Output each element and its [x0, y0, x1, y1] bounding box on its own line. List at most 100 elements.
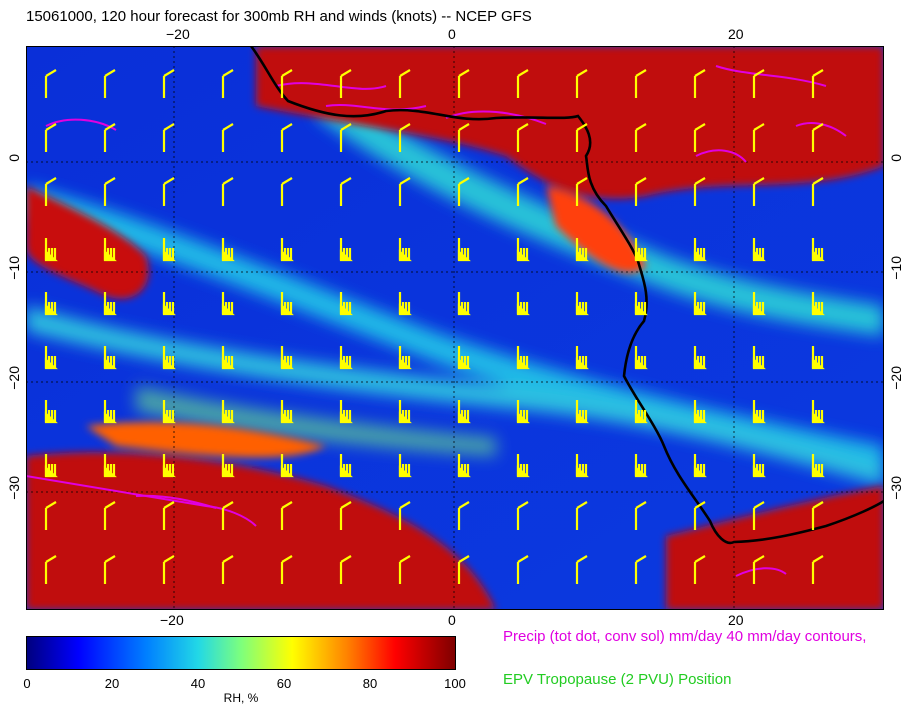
wind-barb-feather [812, 501, 824, 509]
wind-barb-feather [812, 69, 824, 77]
wind-barb-feather [399, 555, 411, 563]
wind-barb-feather [281, 555, 293, 563]
wind-barb-feather [517, 177, 529, 185]
wind-barb-feather [45, 177, 57, 185]
wind-barb-feather [635, 177, 647, 185]
wind-barb-feather [281, 123, 293, 131]
graticule [26, 46, 884, 610]
wind-barb-feather [222, 177, 234, 185]
wind-barb-feather [340, 123, 352, 131]
wind-barb-feather [281, 177, 293, 185]
wind-barb-feather [694, 501, 706, 509]
wind-barb-feather [340, 69, 352, 77]
wind-barb-feather [399, 177, 411, 185]
wind-barb-feather [104, 501, 116, 509]
wind-barb-feather [163, 555, 175, 563]
right-lat-tick-3: −20 [888, 366, 904, 390]
rh-moist-bands [26, 86, 884, 486]
colorbar-tick-80: 80 [362, 676, 378, 691]
rh-moist-regions [26, 46, 884, 610]
wind-barb-feather [812, 555, 824, 563]
colorbar-tick-20: 20 [104, 676, 120, 691]
left-lat-tick-1: 0 [6, 154, 22, 162]
epv-annotation: EPV Tropopause (2 PVU) Position [503, 671, 732, 688]
wind-barb-feather [104, 123, 116, 131]
wind-barb-feather [163, 69, 175, 77]
wind-barb-feather [517, 555, 529, 563]
wind-barb-feather [517, 501, 529, 509]
wind-barb-feather [635, 555, 647, 563]
wind-barb-feather [45, 501, 57, 509]
wind-barb-feather [163, 501, 175, 509]
wind-barb-feather [576, 555, 588, 563]
wind-barb-feather [281, 501, 293, 509]
wind-barb-feather [340, 501, 352, 509]
wind-barbs [44, 69, 825, 584]
wind-barb-feather [694, 555, 706, 563]
wind-barb-feather [635, 501, 647, 509]
wind-barb-feather [576, 177, 588, 185]
colorbar-tick-100: 100 [444, 676, 466, 691]
right-lat-tick-2: −10 [888, 256, 904, 280]
wind-barb-feather [399, 123, 411, 131]
wind-barb-feather [222, 501, 234, 509]
wind-barb-feather [576, 501, 588, 509]
wind-barb-feather [517, 123, 529, 131]
top-lon-tick-2: 0 [448, 26, 456, 42]
top-lon-tick-3: 20 [728, 26, 744, 42]
colorbar-title: RH, % [223, 691, 259, 705]
wind-barb-feather [104, 177, 116, 185]
precip-annotation: Precip (tot dot, conv sol) mm/day 40 mm/… [503, 628, 867, 645]
left-lat-tick-3: −20 [6, 366, 22, 390]
wind-barb-feather [812, 177, 824, 185]
wind-barb-feather [694, 123, 706, 131]
wind-barb-feather [399, 69, 411, 77]
map-title: 15061000, 120 hour forecast for 300mb RH… [26, 8, 532, 25]
left-lat-tick-4: −30 [6, 476, 22, 500]
wind-barb-feather [163, 177, 175, 185]
wind-barb-feather [458, 177, 470, 185]
wind-barb-feather [576, 69, 588, 77]
wind-barb-feather [694, 177, 706, 185]
bottom-lon-tick-3: 20 [728, 612, 744, 628]
top-lon-tick-1: −20 [166, 26, 190, 42]
wind-barb-feather [458, 123, 470, 131]
rh-wind-map [26, 46, 884, 610]
wind-barb-feather [45, 123, 57, 131]
right-lat-tick-4: −30 [888, 476, 904, 500]
wind-barb-feather [458, 555, 470, 563]
wind-barb-feather [222, 69, 234, 77]
wind-barb-feather [694, 69, 706, 77]
wind-barb-feather [340, 555, 352, 563]
wind-barb-feather [517, 69, 529, 77]
wind-barb-feather [753, 555, 765, 563]
rh-colorbar [26, 636, 456, 670]
left-lat-tick-2: −10 [6, 256, 22, 280]
wind-barb-feather [399, 501, 411, 509]
wind-barb-feather [753, 177, 765, 185]
wind-barb-feather [163, 123, 175, 131]
wind-barb-feather [45, 69, 57, 77]
wind-barb-feather [104, 555, 116, 563]
colorbar-tick-0: 0 [23, 676, 31, 691]
wind-barb-feather [281, 69, 293, 77]
wind-barb-feather [340, 177, 352, 185]
wind-barb-feather [635, 123, 647, 131]
bottom-lon-tick-2: 0 [448, 612, 456, 628]
wind-barb-feather [222, 555, 234, 563]
wind-barb-feather [753, 69, 765, 77]
wind-barb-feather [458, 69, 470, 77]
wind-barb-feather [222, 123, 234, 131]
wind-barb-feather [753, 501, 765, 509]
wind-barb-feather [812, 123, 824, 131]
wind-barb-feather [576, 123, 588, 131]
colorbar-tick-40: 40 [190, 676, 206, 691]
wind-barb-feather [45, 555, 57, 563]
bottom-lon-tick-1: −20 [160, 612, 184, 628]
wind-barb-feather [458, 501, 470, 509]
wind-barb-feather [104, 69, 116, 77]
wind-barb-feather [753, 123, 765, 131]
wind-barb-feather [635, 69, 647, 77]
right-lat-tick-1: 0 [888, 154, 904, 162]
colorbar-tick-60: 60 [276, 676, 292, 691]
